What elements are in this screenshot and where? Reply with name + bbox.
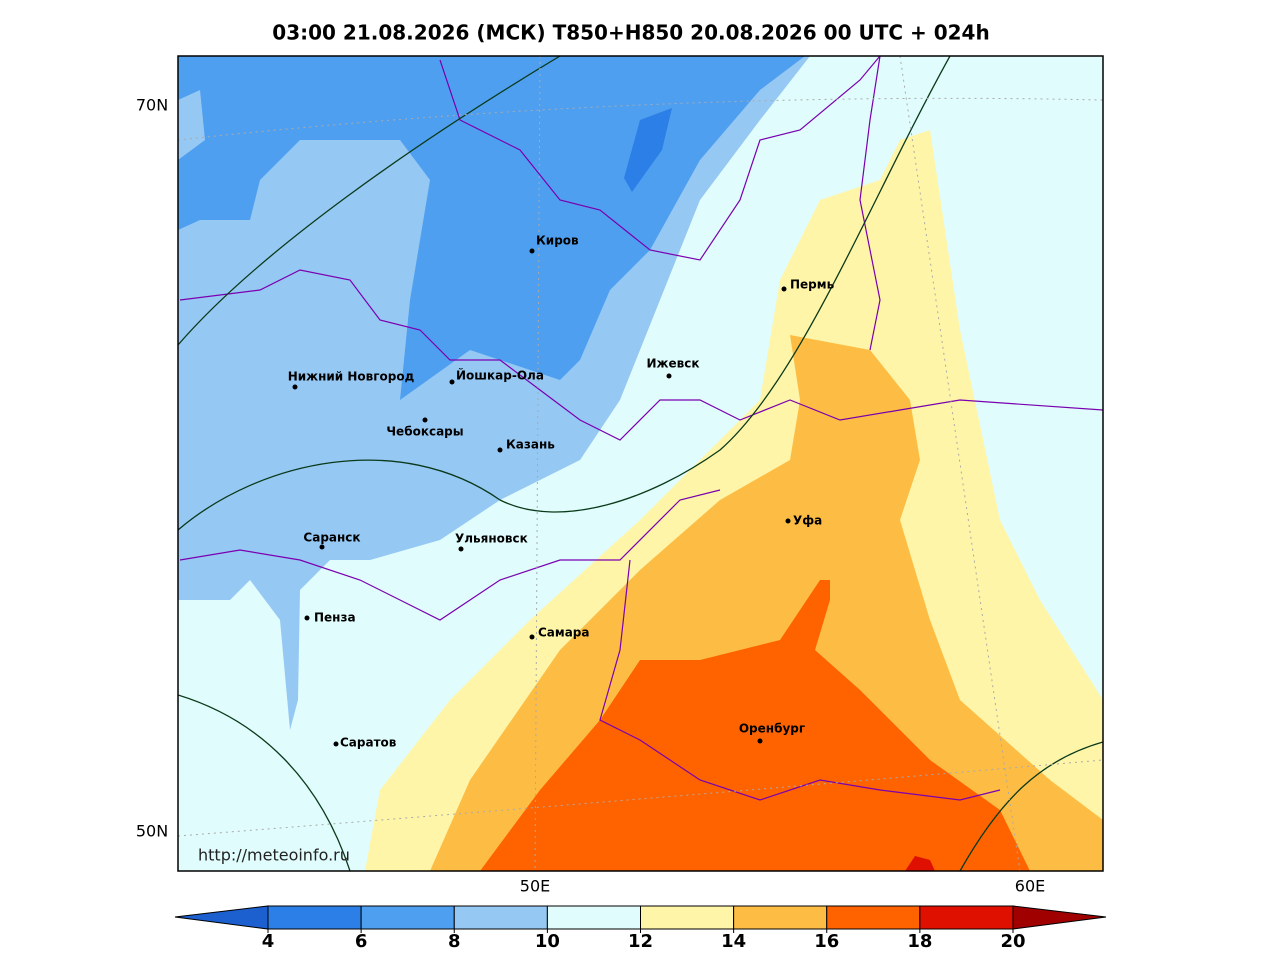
colorbar: 4 6 8 10 12 14 16 18 20 xyxy=(174,905,1107,952)
city-label: Саранск xyxy=(303,531,360,545)
city-label: Саратов xyxy=(340,736,397,750)
colorbar-band xyxy=(546,905,641,930)
colorbar-band xyxy=(919,905,1014,930)
watermark: http://meteoinfo.ru xyxy=(198,846,350,865)
colorbar-tick-label: 10 xyxy=(535,931,560,952)
lon-label: 50E xyxy=(520,877,550,896)
field-8-10 xyxy=(178,90,205,160)
map-frame xyxy=(177,55,1104,872)
colorbar-tick-label: 4 xyxy=(262,931,275,952)
colorbar-tick-label: 8 xyxy=(448,931,461,952)
lon-label: 60E xyxy=(1015,877,1045,896)
city-dot xyxy=(497,447,503,453)
colorbar-tick-label: 14 xyxy=(721,931,746,952)
city-label: Ульяновск xyxy=(455,532,528,546)
city-dot xyxy=(449,379,455,385)
map-area: Киров Пермь Нижний Новгород Йошкар-Ола Ижевс… xyxy=(178,56,1103,871)
city-label: Казань xyxy=(506,438,555,452)
colorbar-band xyxy=(640,905,735,930)
field-18-20 xyxy=(905,856,935,871)
colorbar-band xyxy=(453,905,548,930)
colorbar-tick-label: 18 xyxy=(907,931,932,952)
city-dot xyxy=(757,738,763,744)
colorbar-band xyxy=(826,905,921,930)
colorbar-band xyxy=(267,905,362,930)
city-label: Йошкар-Ола xyxy=(456,368,544,383)
colorbar-tick-label: 20 xyxy=(1000,931,1025,952)
city-label: Нижний Новгород xyxy=(288,370,415,384)
colorbar-band xyxy=(360,905,455,930)
city-label: Уфа xyxy=(793,514,822,528)
cities: Киров Пермь Нижний Новгород Йошкар-Ола Ижевс… xyxy=(288,234,835,750)
colorbar-extend-high xyxy=(1012,905,1107,930)
isohypses xyxy=(178,56,1103,871)
city-dot xyxy=(304,615,310,621)
field-16-18 xyxy=(480,580,1030,871)
city-label: Чебоксары xyxy=(386,425,463,439)
city-dot xyxy=(785,518,791,524)
field-4-6 xyxy=(624,108,672,192)
city-dot xyxy=(529,634,535,640)
city-dot xyxy=(666,373,672,379)
city-dot xyxy=(422,417,428,423)
city-dot xyxy=(292,384,298,390)
colorbar-extend-low xyxy=(174,905,269,930)
city-dot xyxy=(333,741,339,747)
city-dot xyxy=(319,544,325,550)
colorbar-band xyxy=(733,905,828,930)
colorbar-tick-label: 16 xyxy=(814,931,839,952)
colorbar-tick-label: 12 xyxy=(628,931,653,952)
city-label: Самара xyxy=(538,626,590,640)
graticule xyxy=(178,56,1103,871)
colorbar-tick-label: 6 xyxy=(355,931,368,952)
city-label: Пермь xyxy=(790,278,835,292)
city-label: Оренбург xyxy=(739,722,805,736)
lat-label: 70N xyxy=(136,96,168,115)
city-label: Ижевск xyxy=(647,357,700,371)
city-label: Пенза xyxy=(314,611,356,625)
city-dot xyxy=(529,248,535,254)
title: 03:00 21.08.2026 (МСК) T850+H850 20.08.2… xyxy=(272,21,989,45)
city-label: Киров xyxy=(536,234,579,248)
city-dot xyxy=(781,286,787,292)
city-dot xyxy=(458,546,464,552)
lat-label: 50N xyxy=(136,822,168,841)
